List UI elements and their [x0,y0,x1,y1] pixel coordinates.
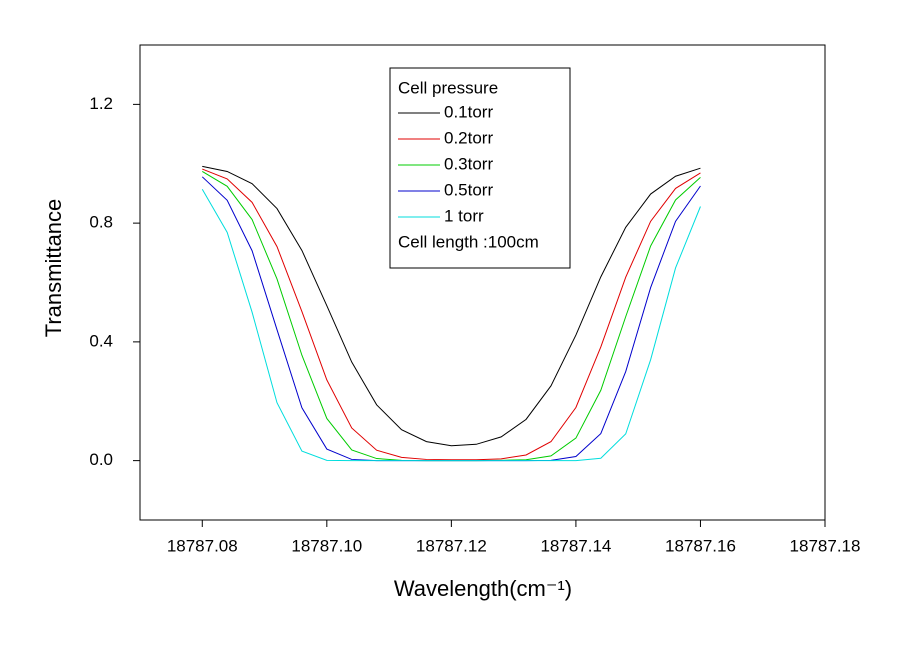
y-axis-label: Transmittance [41,199,66,338]
plot-frame [139,44,826,521]
y-tick-label: 0.0 [89,450,113,469]
y-tick-label: 1.2 [89,94,113,113]
x-tick-label: 18787.16 [665,536,736,555]
x-axis-label: Wavelength(cm⁻¹) [394,576,572,601]
series-line [202,168,701,461]
series-line [202,165,701,447]
legend-label: 0.1torr [444,102,493,121]
series-line [201,189,701,462]
legend-title: Cell pressure [398,78,498,97]
legend-label: 1 torr [444,206,484,225]
legend-label: 0.3torr [444,154,493,173]
x-tick-label: 18787.10 [291,536,362,555]
legend-label: 0.2torr [444,128,493,147]
x-tick-label: 18787.18 [790,536,861,555]
legend-box [389,67,571,269]
annotation: Cell length :100cm [398,232,539,251]
y-tick-label: 0.4 [89,331,113,350]
x-tick-label: 18787.08 [167,536,238,555]
x-tick-label: 18787.12 [416,536,487,555]
legend-label: 0.5torr [444,180,493,199]
y-tick-label: 0.8 [89,213,113,232]
x-tick-label: 18787.14 [540,536,611,555]
